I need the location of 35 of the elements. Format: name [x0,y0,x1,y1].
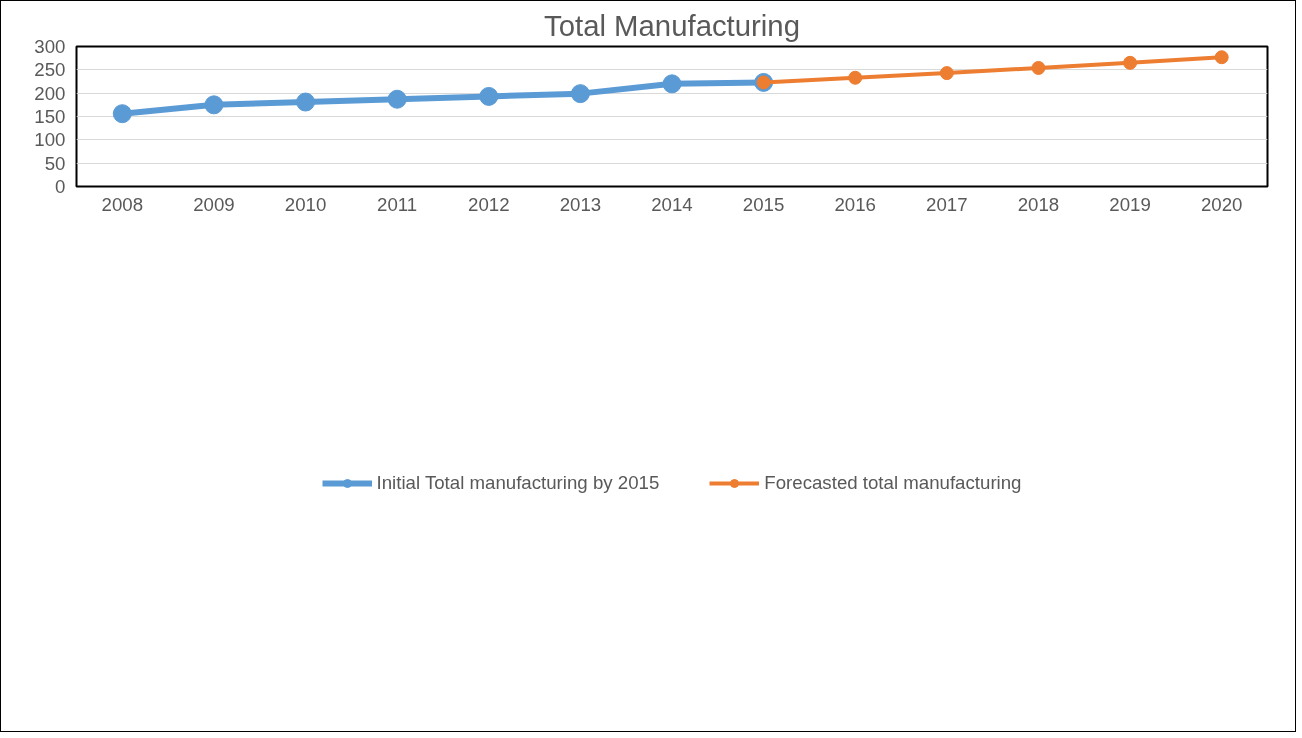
x-tick-label: 2011 [377,193,418,215]
y-tick-label: 50 [44,152,66,174]
x-tick-label: 2014 [651,193,693,215]
point [1031,60,1046,75]
legend-label: Initial Total manufacturing by 2015 [376,472,660,494]
point [662,74,682,94]
y-tick-label: 150 [34,106,66,127]
x-tick-label: 2012 [468,193,510,215]
point [204,95,224,115]
y-tick-label: 300 [34,36,66,57]
x-tick-label: 2013 [559,193,602,215]
x-tick-label: 2009 [193,193,235,215]
y-tick-label: 100 [34,129,66,151]
legend-label: Forecasted total manufacturing [764,472,1022,494]
x-tick-label: 2016 [834,193,876,215]
point [1214,50,1229,65]
point [479,86,499,106]
point [939,66,954,81]
y-tick-label: 200 [34,82,66,104]
x-tick-label: 2017 [926,193,968,215]
chart-title: Total Manufacturing [544,8,800,42]
x-tick-label: 2018 [1017,193,1060,215]
point [848,70,863,85]
x-tick-label: 2008 [101,193,144,215]
x-tick-label: 2015 [742,193,785,215]
point [296,92,316,112]
x-tick-label: 2010 [284,193,327,215]
y-tick-label: 250 [34,59,66,81]
point [570,84,590,104]
point [112,104,132,124]
point [1123,55,1138,70]
y-tick-label: 0 [55,176,66,197]
x-tick-label: 2019 [1109,193,1151,215]
x-tick-label: 2020 [1200,193,1243,215]
point [387,89,407,109]
